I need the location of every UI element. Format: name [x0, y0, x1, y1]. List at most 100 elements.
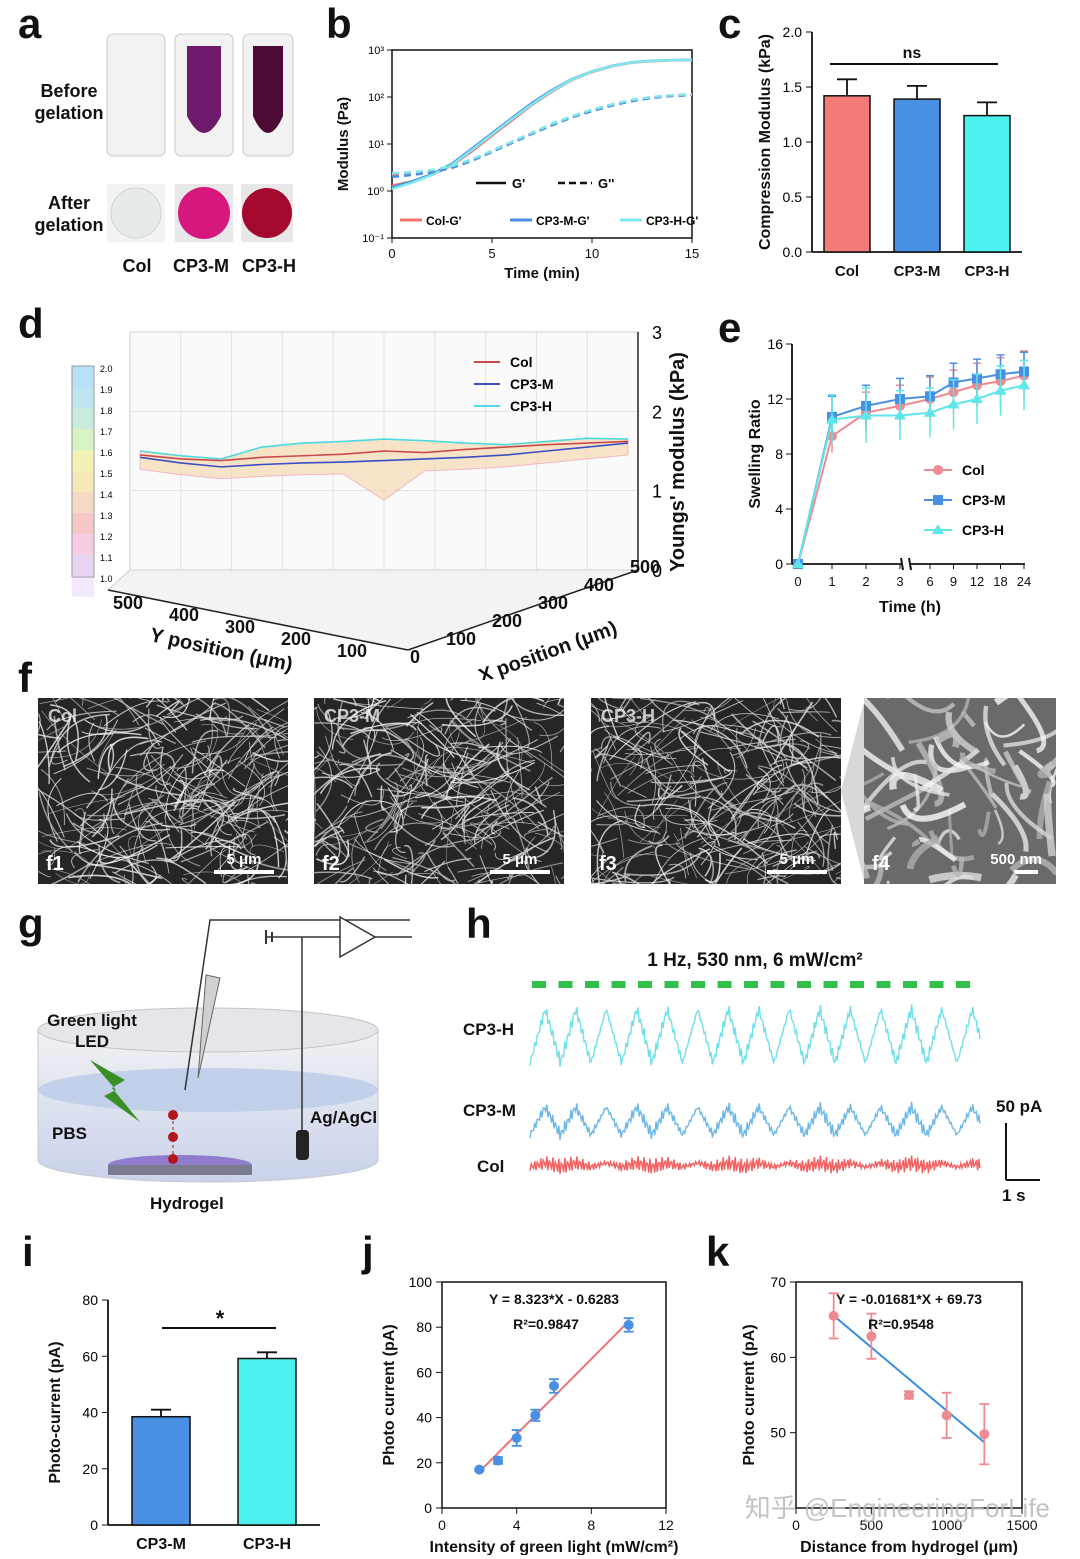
stim-pulse [876, 981, 891, 988]
fiber [789, 698, 822, 712]
fiber [806, 808, 831, 853]
fiber [609, 701, 697, 761]
legend-marker [933, 465, 943, 475]
fiber [98, 844, 121, 884]
fiber [684, 830, 750, 849]
fiber [678, 727, 709, 766]
colorbar-swatch [72, 555, 94, 576]
fiber [314, 722, 371, 739]
fiber [534, 832, 564, 849]
fiber [396, 838, 480, 877]
fiber [446, 746, 534, 764]
fiber [604, 698, 620, 740]
y-axis-line [107, 589, 409, 651]
fiber [352, 698, 357, 707]
x-tick-label: 24 [1017, 574, 1031, 589]
fiber [91, 788, 113, 838]
fiber [184, 803, 256, 833]
y-tick-label: 60 [82, 1348, 98, 1364]
fiber [314, 759, 333, 765]
fiber [727, 800, 742, 833]
fiber [494, 852, 523, 860]
legend-label: Col [962, 462, 985, 478]
fiber [130, 751, 175, 768]
fiber [736, 727, 757, 759]
sem-sub-label: f3 [599, 853, 617, 875]
fiber [439, 794, 502, 830]
fiber [598, 762, 678, 785]
fiber [717, 760, 741, 804]
colorbar-label: 1.8 [100, 406, 113, 416]
fiber [591, 705, 606, 713]
fiber [63, 714, 108, 768]
surface-line [139, 440, 629, 462]
fiber [512, 797, 549, 837]
fiber [38, 733, 61, 740]
fiber [420, 795, 497, 819]
fiber [38, 870, 52, 878]
y-tick-label: 10⁰ [367, 186, 384, 198]
fiber [499, 698, 509, 723]
fiber [472, 776, 540, 829]
fit-line [833, 1314, 985, 1444]
fiber [766, 850, 818, 884]
fiber [314, 709, 333, 771]
fiber [230, 802, 288, 823]
fiber [731, 713, 807, 760]
fiber [591, 703, 600, 722]
fiber [746, 843, 774, 884]
fiber [200, 717, 287, 740]
data-point [941, 1410, 952, 1421]
colorbar-label: 1.4 [100, 490, 113, 500]
fiber [827, 824, 838, 884]
hydrogel-base [108, 1165, 252, 1175]
fiber [100, 702, 189, 730]
stim-pulse [850, 981, 864, 988]
fiber [189, 783, 216, 806]
fiber [203, 723, 250, 776]
fiber [691, 747, 741, 773]
fiber [624, 810, 680, 845]
fiber [554, 818, 563, 850]
fiber [212, 698, 231, 736]
fiber [591, 815, 661, 835]
fiber [603, 853, 671, 881]
fiber [443, 718, 475, 774]
fiber [87, 698, 122, 710]
fiber [1016, 698, 1047, 754]
fiber [376, 788, 464, 803]
fiber [824, 698, 838, 718]
y-tick-label: 0 [90, 1517, 98, 1533]
fiber [251, 810, 288, 813]
fiber [201, 723, 219, 763]
fiber [77, 822, 163, 883]
fiber [700, 840, 716, 866]
y-tick-label: 10³ [368, 45, 384, 57]
bar [823, 95, 871, 253]
after-gelation-label: After gelation [34, 193, 104, 235]
fiber [1004, 782, 1053, 841]
fiber [172, 698, 184, 706]
y-tick-label: 8 [775, 446, 783, 462]
fiber-network [591, 698, 841, 884]
fiber [445, 716, 528, 750]
fiber [53, 715, 67, 771]
fiber [751, 808, 772, 834]
panel-letter-g: g [18, 900, 44, 947]
data-point [623, 1319, 634, 1330]
fiber [672, 719, 748, 769]
fiber [242, 804, 256, 856]
fiber [864, 698, 905, 753]
fiber [652, 785, 672, 820]
fiber [668, 863, 687, 879]
fiber [250, 698, 270, 712]
fiber [610, 781, 647, 807]
before-gelation-label: Before gelation [34, 81, 104, 123]
fiber [959, 752, 997, 774]
fiber [347, 753, 392, 803]
fiber [331, 699, 387, 750]
legend-label: CP3-H [510, 398, 552, 414]
fiber [804, 846, 841, 865]
fiber [469, 823, 496, 851]
fiber [615, 873, 622, 884]
